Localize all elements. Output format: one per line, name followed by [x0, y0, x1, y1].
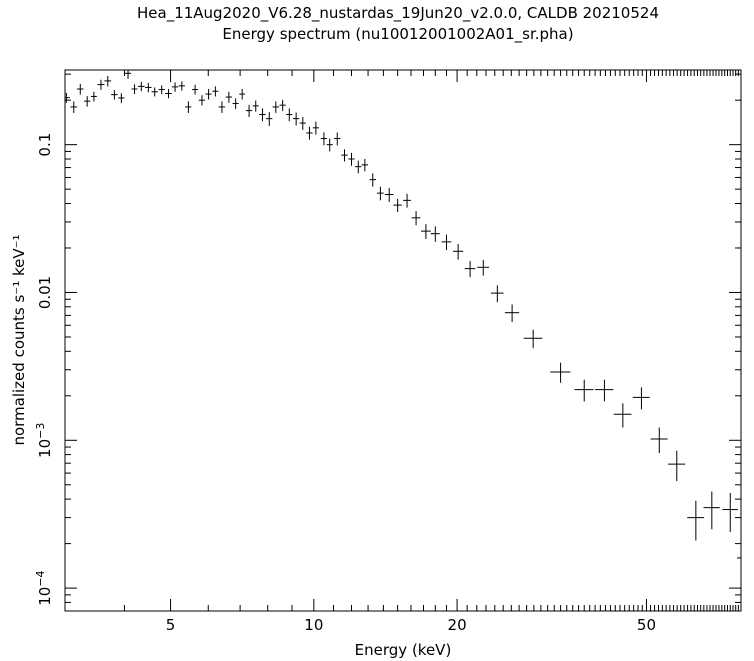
y-tick-labels: 0.1 0.01 10−3 10−4: [34, 133, 54, 606]
data-point: [205, 89, 212, 100]
data-point: [632, 387, 650, 410]
chart-title: Hea_11Aug2020_V6.28_nustardas_19Jun20_v2…: [137, 4, 659, 23]
data-point: [464, 261, 476, 278]
data-point: [384, 187, 394, 202]
data-point: [97, 79, 105, 90]
data-point: [218, 101, 226, 113]
data-point: [165, 89, 172, 99]
data-point: [239, 89, 246, 100]
data-point: [504, 304, 520, 323]
data-point: [212, 86, 219, 97]
data-point: [341, 149, 348, 162]
data-point: [65, 92, 70, 103]
data-point: [687, 500, 705, 541]
data-point: [334, 132, 341, 146]
data-point: [111, 90, 118, 100]
y-tick-label: 0.01: [36, 276, 54, 309]
data-point: [77, 83, 84, 95]
data-point: [292, 112, 300, 126]
data-point: [737, 537, 742, 589]
data-point: [477, 259, 490, 276]
data-point: [523, 329, 543, 349]
x-tick-labels: 5 10 20 50: [166, 616, 656, 634]
data-point: [441, 234, 452, 250]
x-tick-label: 10: [304, 616, 323, 634]
data-point: [361, 158, 369, 172]
data-point: [225, 91, 232, 103]
data-point: [326, 138, 333, 152]
data-point: [151, 87, 158, 97]
y-tick-label: 10−4: [34, 570, 54, 605]
data-point: [320, 132, 328, 146]
data-point: [145, 82, 152, 93]
x-axis-label: Energy (keV): [355, 641, 452, 659]
data-point: [421, 224, 431, 240]
data-point: [266, 112, 273, 126]
data-point: [286, 108, 293, 122]
data-point: [198, 95, 206, 106]
x-tick-label: 20: [448, 616, 467, 634]
data-point: [306, 126, 313, 140]
data-point: [124, 70, 132, 79]
data-point: [192, 84, 199, 95]
data-point: [355, 160, 362, 174]
data-point: [252, 100, 259, 112]
data-point: [722, 492, 738, 532]
plot-frame: [64, 69, 742, 612]
x-tick-label: 5: [166, 616, 176, 634]
y-axis-label: normalized counts s⁻¹ keV⁻¹: [10, 234, 28, 445]
axis-ticks: [64, 70, 742, 612]
data-point: [377, 186, 384, 201]
data-point: [393, 198, 402, 213]
data-point: [348, 152, 355, 166]
data-point: [668, 450, 686, 482]
data-point: [178, 81, 185, 91]
data-point: [171, 82, 179, 92]
data-point: [299, 116, 306, 130]
data-point: [279, 99, 286, 111]
data-point: [185, 101, 192, 113]
data-point: [613, 403, 632, 428]
data-point: [574, 379, 594, 402]
y-tick-label: 0.1: [36, 133, 54, 157]
data-point: [703, 491, 720, 530]
data-point: [158, 85, 165, 95]
data-point: [131, 84, 138, 95]
data-point: [259, 108, 266, 122]
data-point: [118, 93, 125, 104]
data-point: [84, 96, 91, 107]
data-point: [70, 101, 78, 113]
data-point: [312, 121, 319, 135]
data-point: [411, 211, 421, 226]
data-points: [65, 70, 742, 589]
data-point: [490, 285, 504, 303]
data-point: [232, 98, 239, 110]
data-point: [272, 101, 280, 113]
data-point: [90, 91, 97, 102]
data-point: [650, 427, 668, 454]
data-point: [452, 243, 464, 260]
y-tick-label: 10−3: [34, 423, 54, 458]
data-point: [403, 193, 411, 208]
data-point: [137, 81, 145, 92]
chart-subtitle: Energy spectrum (nu10012001002A01_sr.pha…: [222, 25, 573, 44]
data-point: [245, 104, 253, 117]
data-point: [430, 226, 440, 242]
data-point: [104, 75, 112, 87]
data-point: [595, 379, 614, 402]
x-tick-label: 50: [637, 616, 656, 634]
data-point: [550, 362, 571, 383]
data-point: [369, 173, 377, 187]
